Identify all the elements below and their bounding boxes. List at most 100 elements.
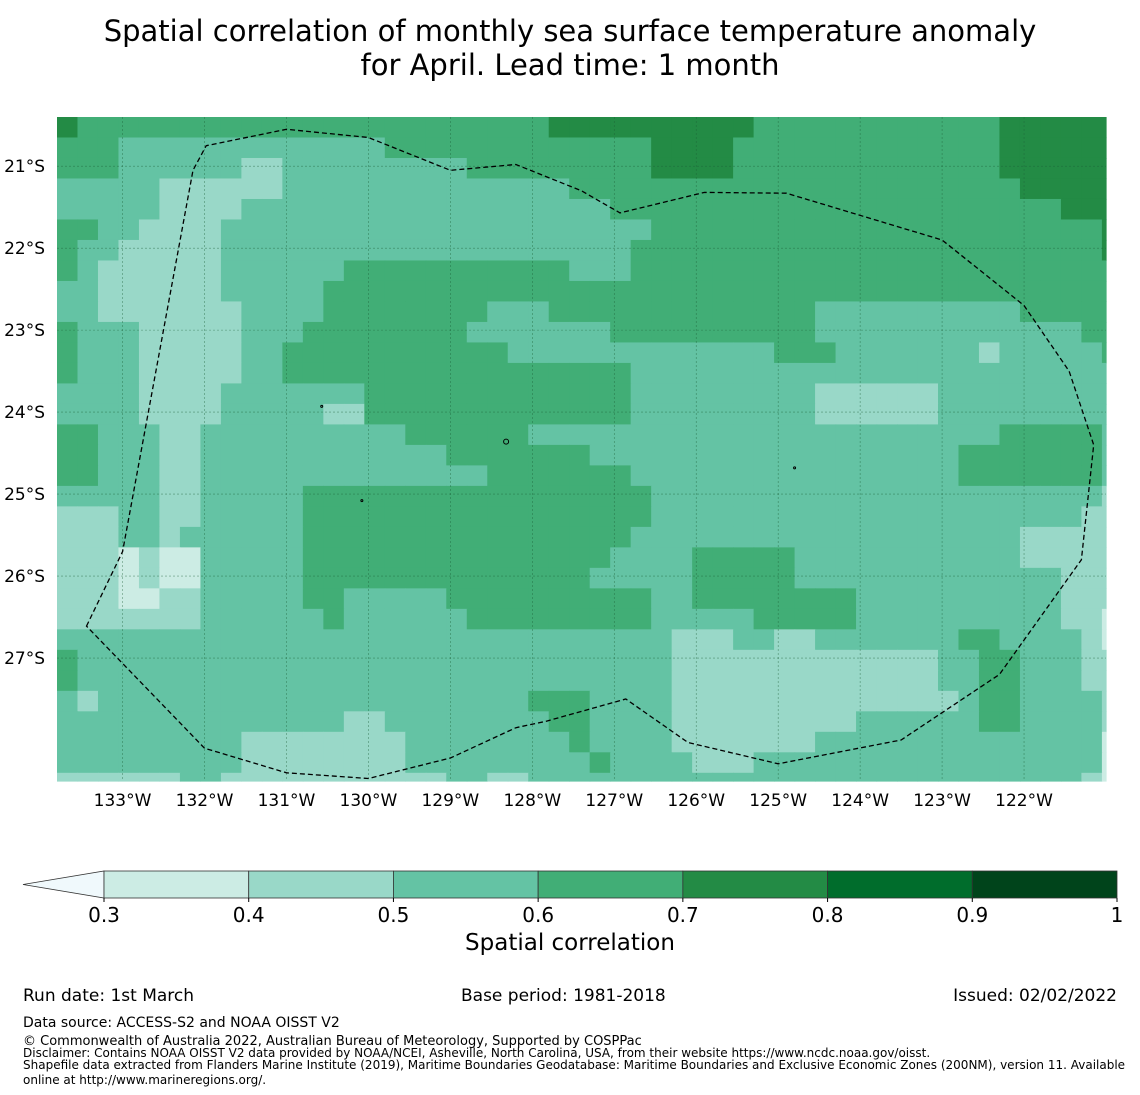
heatmap-cell — [651, 424, 673, 446]
heatmap-cell — [712, 690, 734, 712]
heatmap-cell — [425, 219, 447, 241]
heatmap-cell — [610, 117, 632, 139]
heatmap-cell — [835, 321, 857, 344]
heatmap-cell — [118, 670, 140, 692]
heatmap-cell — [343, 403, 365, 425]
heatmap-cell — [1060, 526, 1083, 548]
heatmap-cell — [118, 424, 140, 446]
heatmap-cell — [487, 629, 509, 651]
heatmap-cell — [610, 772, 632, 782]
colorbar-extend-min — [22, 870, 105, 899]
heatmap-cell — [220, 485, 242, 507]
heatmap-cell — [179, 608, 202, 630]
heatmap-cell — [1019, 219, 1042, 241]
heatmap-cell — [97, 157, 120, 180]
heatmap-cell — [548, 280, 570, 303]
heatmap-cell — [897, 362, 919, 385]
heatmap-cell — [179, 301, 202, 323]
heatmap-cell — [261, 465, 283, 487]
heatmap-cell — [917, 424, 939, 446]
heatmap-cell — [487, 608, 509, 630]
heatmap-cell — [835, 690, 857, 712]
heatmap-cell — [876, 547, 898, 569]
heatmap-cell — [1060, 219, 1083, 241]
heatmap-cell — [507, 444, 529, 466]
heatmap-cell — [1101, 670, 1107, 692]
heatmap-cell — [77, 731, 99, 753]
heatmap-cell — [794, 137, 816, 159]
heatmap-cell — [507, 588, 529, 610]
heatmap-cell — [323, 424, 345, 446]
heatmap-cell — [302, 403, 324, 425]
heatmap-cell — [1101, 424, 1107, 446]
heatmap-cell — [1060, 403, 1083, 425]
heatmap-cell — [528, 137, 550, 159]
heatmap-cell — [323, 567, 345, 589]
heatmap-cell — [179, 485, 202, 507]
heatmap-cell — [323, 383, 345, 405]
heatmap-cell — [57, 342, 79, 364]
heatmap-cell — [589, 260, 611, 282]
heatmap-cell — [733, 567, 755, 589]
heatmap-cell — [507, 260, 529, 282]
heatmap-cell — [384, 608, 406, 630]
heatmap-cell — [1040, 649, 1062, 671]
heatmap-cell — [610, 608, 632, 630]
gridlines — [57, 117, 1106, 781]
heatmap-cell — [220, 342, 242, 364]
heatmap-cell — [753, 301, 775, 323]
heatmap-cell — [405, 772, 427, 782]
heatmap-cell — [466, 588, 488, 610]
heatmap-cell — [774, 731, 796, 753]
heatmap-cell — [118, 178, 140, 200]
heatmap-cell — [302, 711, 324, 733]
heatmap-cell — [569, 403, 591, 425]
heatmap-cell — [364, 526, 386, 548]
heatmap-cell — [1019, 567, 1042, 589]
heatmap-cell — [425, 690, 447, 712]
heatmap-cell — [507, 629, 529, 651]
heatmap-cell — [692, 403, 714, 425]
heatmap-cell — [753, 485, 775, 507]
heatmap-cell — [138, 690, 161, 712]
heatmap-cell — [1060, 321, 1083, 344]
heatmap-cell — [466, 711, 488, 733]
heatmap-cell — [118, 260, 140, 282]
heatmap-cell — [425, 567, 447, 589]
heatmap-cell — [1101, 403, 1107, 425]
heatmap-cell — [425, 649, 447, 671]
heatmap-cell — [712, 260, 734, 282]
heatmap-cell — [999, 280, 1021, 303]
heatmap-cell — [712, 547, 734, 569]
heatmap-cell — [364, 731, 386, 753]
heatmap-cell — [507, 711, 529, 733]
heatmap-cell — [446, 690, 468, 712]
heatmap-cell — [630, 629, 652, 651]
heatmap-cell — [958, 280, 980, 303]
heatmap-cell — [487, 485, 509, 507]
heatmap-cell — [77, 219, 99, 241]
heatmap-cell — [138, 219, 161, 241]
heatmap-cell — [528, 567, 550, 589]
heatmap-cell — [97, 239, 120, 262]
heatmap-cell — [548, 178, 570, 200]
heatmap-cell — [364, 485, 386, 507]
heatmap-cell — [323, 362, 345, 385]
heatmap-cell — [364, 301, 386, 323]
heatmap-cell — [425, 608, 447, 630]
heatmap-cell — [610, 731, 632, 753]
heatmap-cell — [97, 690, 120, 712]
heatmap-cell — [835, 608, 857, 630]
heatmap-cell — [159, 772, 181, 782]
heatmap-cell — [692, 157, 714, 180]
heatmap-cell — [978, 342, 1001, 364]
heatmap-cell — [405, 383, 427, 405]
heatmap-cell — [343, 280, 365, 303]
heatmap-cell — [856, 506, 878, 528]
heatmap-cell — [917, 772, 939, 782]
heatmap-cell — [528, 342, 550, 364]
heatmap-cell — [733, 752, 755, 774]
heatmap-cell — [261, 260, 283, 282]
heatmap-cell — [77, 670, 99, 692]
heatmap-cell — [938, 711, 960, 733]
